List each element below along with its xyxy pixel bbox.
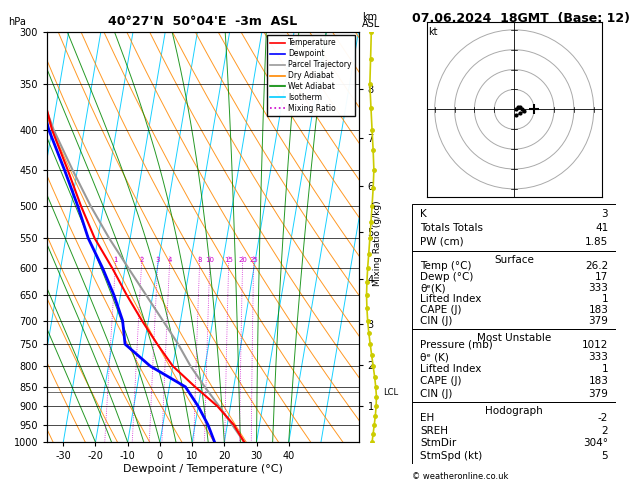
Text: K: K <box>420 209 427 219</box>
Text: 5: 5 <box>601 451 608 461</box>
Text: 8: 8 <box>198 257 202 263</box>
Text: 4: 4 <box>167 257 172 263</box>
Text: hPa: hPa <box>8 17 26 27</box>
Text: StmSpd (kt): StmSpd (kt) <box>420 451 482 461</box>
Text: 1: 1 <box>601 295 608 304</box>
Text: 1: 1 <box>601 364 608 374</box>
Text: Temp (°C): Temp (°C) <box>420 261 472 271</box>
Text: Hodograph: Hodograph <box>486 406 543 416</box>
Text: © weatheronline.co.uk: © weatheronline.co.uk <box>412 472 508 481</box>
Bar <box>412 204 616 251</box>
Text: 41: 41 <box>595 223 608 233</box>
Text: CAPE (J): CAPE (J) <box>420 376 462 386</box>
Text: ASL: ASL <box>362 19 380 30</box>
Text: 333: 333 <box>588 283 608 294</box>
Text: 1012: 1012 <box>582 340 608 350</box>
Text: kt: kt <box>428 27 438 37</box>
Text: Most Unstable: Most Unstable <box>477 333 552 343</box>
Text: 183: 183 <box>588 376 608 386</box>
Text: 20: 20 <box>238 257 247 263</box>
Text: Lifted Index: Lifted Index <box>420 295 482 304</box>
Text: θᵉ (K): θᵉ (K) <box>420 352 449 362</box>
Text: Lifted Index: Lifted Index <box>420 364 482 374</box>
Text: CIN (J): CIN (J) <box>420 389 452 399</box>
Text: SREH: SREH <box>420 426 448 435</box>
Legend: Temperature, Dewpoint, Parcel Trajectory, Dry Adiabat, Wet Adiabat, Isotherm, Mi: Temperature, Dewpoint, Parcel Trajectory… <box>267 35 355 116</box>
Text: 1: 1 <box>113 257 118 263</box>
Text: 25: 25 <box>249 257 258 263</box>
Text: 07.06.2024  18GMT  (Base: 12): 07.06.2024 18GMT (Base: 12) <box>412 12 629 25</box>
Text: 15: 15 <box>225 257 233 263</box>
Text: Dewp (°C): Dewp (°C) <box>420 272 474 282</box>
Text: Pressure (mb): Pressure (mb) <box>420 340 493 350</box>
Text: 2: 2 <box>601 426 608 435</box>
Text: 17: 17 <box>595 272 608 282</box>
Text: PW (cm): PW (cm) <box>420 237 464 247</box>
Text: 3: 3 <box>155 257 160 263</box>
Text: -2: -2 <box>598 413 608 423</box>
Text: Mixing Ratio (g/kg): Mixing Ratio (g/kg) <box>373 200 382 286</box>
Text: km: km <box>362 12 377 22</box>
Text: Surface: Surface <box>494 255 534 265</box>
Text: 304°: 304° <box>583 438 608 448</box>
Text: 183: 183 <box>588 305 608 315</box>
Bar <box>412 251 616 329</box>
Text: 1.85: 1.85 <box>585 237 608 247</box>
Bar <box>412 329 616 402</box>
Text: 3: 3 <box>601 209 608 219</box>
Text: EH: EH <box>420 413 435 423</box>
Text: 379: 379 <box>588 389 608 399</box>
Text: 333: 333 <box>588 352 608 362</box>
Text: CIN (J): CIN (J) <box>420 316 452 326</box>
Text: 10: 10 <box>205 257 214 263</box>
Text: StmDir: StmDir <box>420 438 457 448</box>
X-axis label: Dewpoint / Temperature (°C): Dewpoint / Temperature (°C) <box>123 464 283 474</box>
Text: CAPE (J): CAPE (J) <box>420 305 462 315</box>
Text: 2: 2 <box>140 257 144 263</box>
Text: 379: 379 <box>588 316 608 326</box>
Text: LCL: LCL <box>384 387 399 397</box>
Text: Totals Totals: Totals Totals <box>420 223 483 233</box>
Text: θᵉ(K): θᵉ(K) <box>420 283 446 294</box>
Text: 40°27'N  50°04'E  -3m  ASL: 40°27'N 50°04'E -3m ASL <box>108 15 298 28</box>
Bar <box>412 402 616 464</box>
Text: 26.2: 26.2 <box>585 261 608 271</box>
